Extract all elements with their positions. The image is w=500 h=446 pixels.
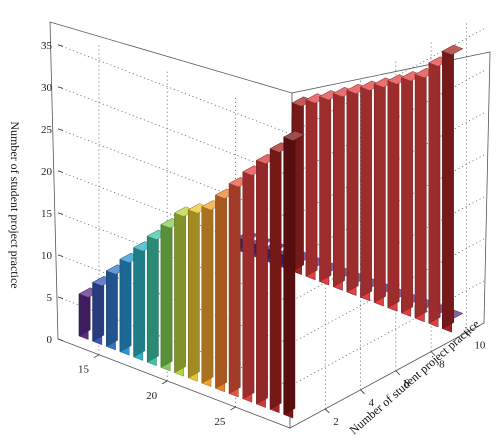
- z-tick-label: 0: [47, 334, 53, 346]
- bar: [242, 165, 264, 403]
- y-tick-label: 10: [474, 340, 486, 352]
- y-tick-label: 2: [333, 416, 339, 428]
- bar: [119, 252, 141, 356]
- y-tick: [360, 389, 365, 395]
- bar-side-face: [160, 218, 173, 368]
- bar: [428, 56, 450, 328]
- z-tick-label: 25: [41, 124, 53, 136]
- bar-side-face: [242, 165, 255, 400]
- z-tick: [57, 338, 64, 341]
- bar-side-face: [360, 80, 372, 298]
- bar-side-face: [346, 83, 359, 293]
- z-tick-label: 20: [41, 166, 53, 178]
- bar-side-face: [401, 71, 413, 314]
- z-axis-title: Number of student project practice: [8, 121, 22, 288]
- tick-labels: 0 5 10 15 20 25 30 35 15 20 25 2 4 6 8 10: [41, 40, 486, 428]
- bar-side-face: [256, 153, 268, 405]
- y-tick: [324, 408, 330, 414]
- bar: [373, 77, 396, 307]
- z-tick: [57, 296, 64, 299]
- bar: [387, 74, 409, 312]
- z-tick: [57, 212, 64, 215]
- z-tick-label: 5: [47, 292, 53, 304]
- bar-side-face: [106, 264, 118, 347]
- bar-side-face: [201, 200, 214, 384]
- bar-side-face: [174, 206, 187, 373]
- z-tick-label: 10: [41, 250, 53, 262]
- bar: [401, 71, 423, 317]
- bar: [305, 93, 327, 281]
- bar-side-face: [119, 252, 132, 353]
- z-tick: [57, 44, 64, 47]
- y-tick: [430, 351, 436, 356]
- bar-side-face: [374, 77, 386, 303]
- bar: [174, 206, 196, 377]
- z-tick: [57, 86, 64, 89]
- x-tick-label: 20: [146, 390, 158, 402]
- bar-side-face: [283, 130, 296, 415]
- bar-side-face: [215, 188, 228, 389]
- bar-side-face: [442, 44, 454, 329]
- z-tick: [57, 254, 64, 257]
- bar: [215, 188, 237, 393]
- z-tick: [57, 128, 64, 131]
- bar: [332, 86, 355, 291]
- bar: [105, 264, 128, 351]
- bar-side-face: [319, 90, 332, 282]
- bar-top-face: [283, 130, 305, 141]
- z-tick-label: 35: [41, 40, 53, 52]
- bar-side-face: [187, 203, 200, 379]
- bar: [283, 130, 305, 419]
- bar: [441, 44, 464, 333]
- x-tick-label: 25: [214, 416, 226, 428]
- y-tick: [466, 332, 471, 337]
- bar: [319, 90, 341, 286]
- bar-side-face: [92, 275, 105, 342]
- x-tick: [230, 406, 236, 411]
- bar: [228, 176, 251, 398]
- z-tick: [57, 170, 64, 173]
- bar-side-face: [269, 142, 282, 410]
- bar-side-face: [333, 86, 345, 288]
- bar-side-face: [133, 241, 146, 358]
- y-tick-label: 6: [404, 378, 410, 390]
- bar-side-face: [387, 74, 400, 308]
- bar-side-face: [228, 176, 241, 394]
- z-tick-label: 30: [41, 82, 53, 94]
- bar: [346, 83, 368, 296]
- bar: [187, 203, 210, 382]
- bar: [360, 80, 382, 301]
- bar: [146, 229, 169, 366]
- z-tick-label: 15: [41, 208, 53, 220]
- y-tick-label: 8: [439, 359, 445, 371]
- bar: [255, 153, 278, 408]
- bar: [201, 200, 223, 387]
- bar: [78, 287, 101, 340]
- y-tick: [395, 370, 401, 376]
- x-tick: [93, 354, 100, 359]
- bar-side-face: [305, 93, 318, 277]
- axis-ticks: [57, 44, 471, 414]
- bar: [133, 241, 155, 361]
- bars: [78, 44, 464, 419]
- bar: [414, 67, 437, 322]
- y-tick-label: 4: [369, 397, 375, 409]
- bar-side-face: [414, 67, 427, 319]
- bar-top-face: [441, 44, 464, 56]
- x-tick-label: 15: [78, 364, 90, 376]
- bar-side-face: [428, 56, 441, 324]
- x-tick: [161, 380, 168, 385]
- bar-side-face: [146, 229, 159, 363]
